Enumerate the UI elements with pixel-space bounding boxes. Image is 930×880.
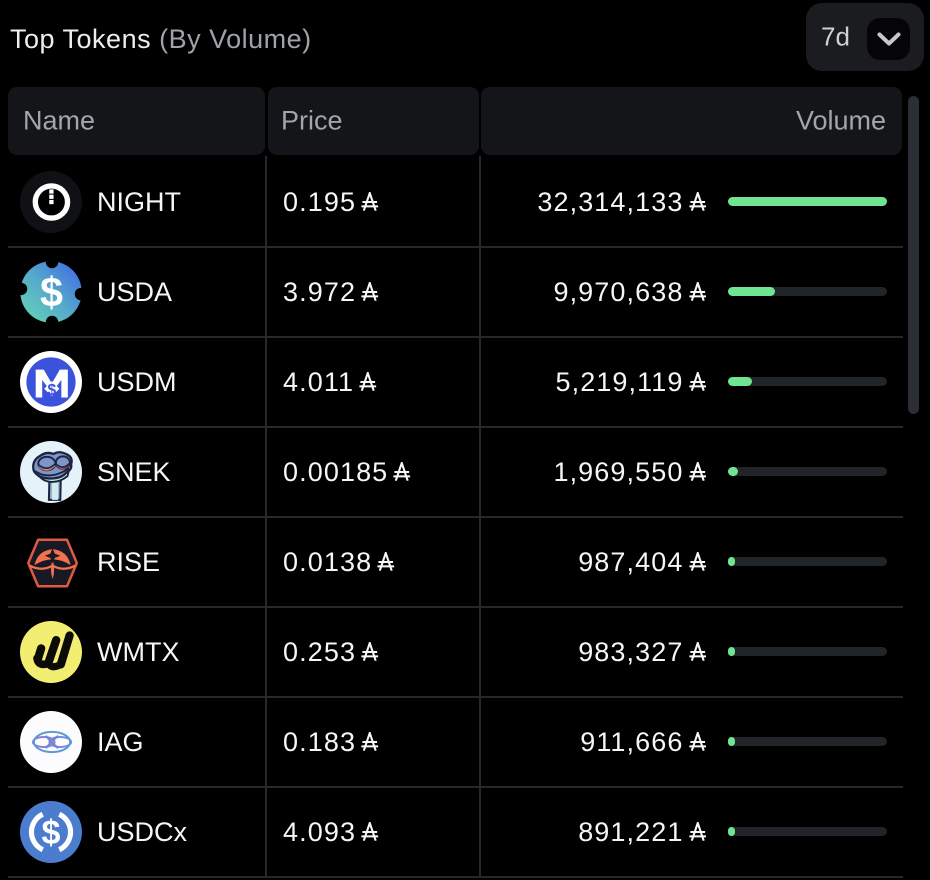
svg-text:$: $ [48, 381, 57, 398]
svg-text:$: $ [42, 813, 61, 851]
svg-text:$: $ [40, 269, 63, 315]
